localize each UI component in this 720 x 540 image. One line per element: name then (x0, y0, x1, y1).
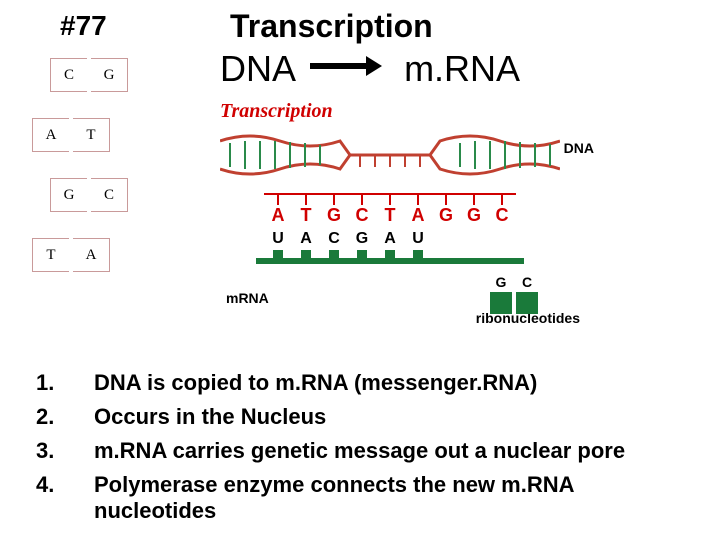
base-left: C (50, 58, 87, 92)
subtitle-right: m.RNA (404, 48, 520, 89)
mrna-base: U (264, 230, 292, 258)
mrna-base: A (376, 230, 404, 258)
template-base: A (264, 193, 292, 226)
bullet-list: 1.DNA is copied to m.RNA (messenger.RNA)… (36, 370, 690, 532)
mrna-base: A (292, 230, 320, 258)
base-left: T (32, 238, 69, 272)
dna-helix-icon (220, 131, 560, 179)
template-base: C (488, 193, 516, 226)
template-base: G (432, 193, 460, 226)
template-base: A (404, 193, 432, 226)
base-pair: CG (50, 58, 128, 92)
mrna-backbone (256, 258, 524, 264)
list-number: 1. (36, 370, 94, 396)
diagram-heading: Transcription (220, 100, 560, 123)
base-pair-column: CGATGCTA (50, 58, 128, 298)
list-text: DNA is copied to m.RNA (messenger.RNA) (94, 370, 690, 396)
base-right: C (91, 178, 128, 212)
dna-template-row: ATGCTAGGC (220, 193, 560, 226)
base-right: A (73, 238, 110, 272)
list-text: Occurs in the Nucleus (94, 404, 690, 430)
ribonucleotide: C (516, 292, 538, 314)
template-base: G (320, 193, 348, 226)
base-pair: GC (50, 178, 128, 212)
dna-label: DNA (564, 140, 594, 156)
list-text: Polymerase enzyme connects the new m.RNA… (94, 472, 690, 524)
template-base: G (460, 193, 488, 226)
list-item: 4.Polymerase enzyme connects the new m.R… (36, 472, 690, 524)
base-right: T (73, 118, 110, 152)
slide-number: #77 (60, 10, 107, 42)
list-text: m.RNA carries genetic message out a nucl… (94, 438, 690, 464)
mrna-base: G (348, 230, 376, 258)
template-base: T (292, 193, 320, 226)
base-right: G (91, 58, 128, 92)
mrna-label: mRNA (226, 290, 269, 306)
ribonucleotide: G (490, 292, 512, 314)
free-ribonucleotides: GC (488, 292, 540, 314)
mrna-row: UACGAU (220, 230, 560, 258)
mrna-base: C (320, 230, 348, 258)
template-base: T (376, 193, 404, 226)
subtitle-left: DNA (220, 48, 294, 89)
list-item: 3.m.RNA carries genetic message out a nu… (36, 438, 690, 464)
list-number: 4. (36, 472, 94, 524)
template-base: C (348, 193, 376, 226)
base-left: G (50, 178, 87, 212)
transcription-diagram: Transcription DNA mRNA ribonucleotides (220, 100, 560, 330)
list-item: 1.DNA is copied to m.RNA (messenger.RNA) (36, 370, 690, 396)
base-pair: TA (32, 238, 128, 272)
mrna-base: U (404, 230, 432, 258)
page-title: Transcription (230, 8, 433, 45)
list-number: 2. (36, 404, 94, 430)
arrow-icon (310, 56, 382, 76)
list-number: 3. (36, 438, 94, 464)
list-item: 2.Occurs in the Nucleus (36, 404, 690, 430)
base-pair: AT (32, 118, 128, 152)
base-left: A (32, 118, 69, 152)
